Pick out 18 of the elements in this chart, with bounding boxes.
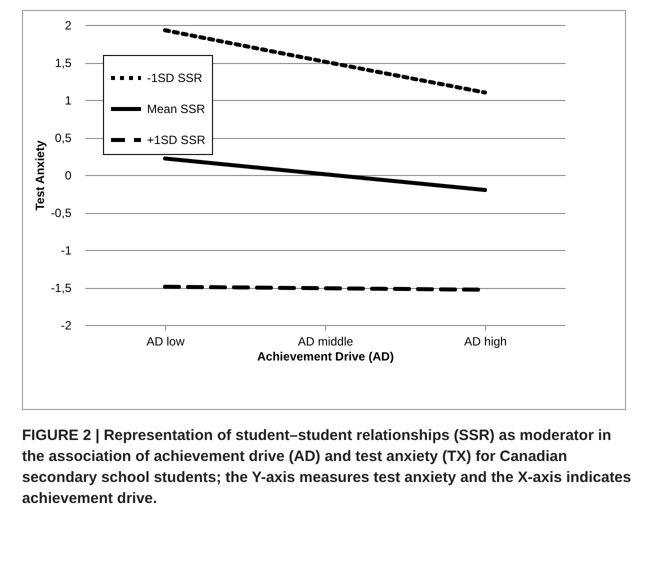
x-axis-title: Achievement Drive (AD) (257, 350, 394, 364)
y-tick-label: 0 (64, 168, 72, 182)
x-tick-label: AD middle (298, 334, 354, 348)
y-axis-title: Test Anxiety (32, 140, 47, 211)
legend-label: Mean SSR (147, 102, 206, 116)
x-tick-label: AD low (146, 334, 185, 348)
y-tick-label: -1 (60, 244, 72, 258)
y-tick-label: 0,5 (54, 131, 72, 145)
y-tick-label: 1 (64, 94, 72, 108)
legend-label: -1SD SSR (147, 71, 203, 85)
y-tick-label: -1,5 (50, 281, 72, 295)
caption: FIGURE 2 | Representation of student–student relationships (SSR) as moderator in the association of achievement drive (AD) and test anxiety (TX) for Canadian secondary school students; the Y-axis measures test anxiety and the X-axis indicates achievement drive. (22, 426, 632, 509)
y-tick-label: -2 (60, 318, 72, 332)
y-tick-label: 2 (64, 18, 72, 32)
x-tick-label: AD high (464, 334, 507, 348)
y-tick-label: -0,5 (50, 206, 72, 220)
y-tick-label: 1,5 (54, 56, 72, 70)
legend-label: +1SD SSR (147, 133, 206, 147)
